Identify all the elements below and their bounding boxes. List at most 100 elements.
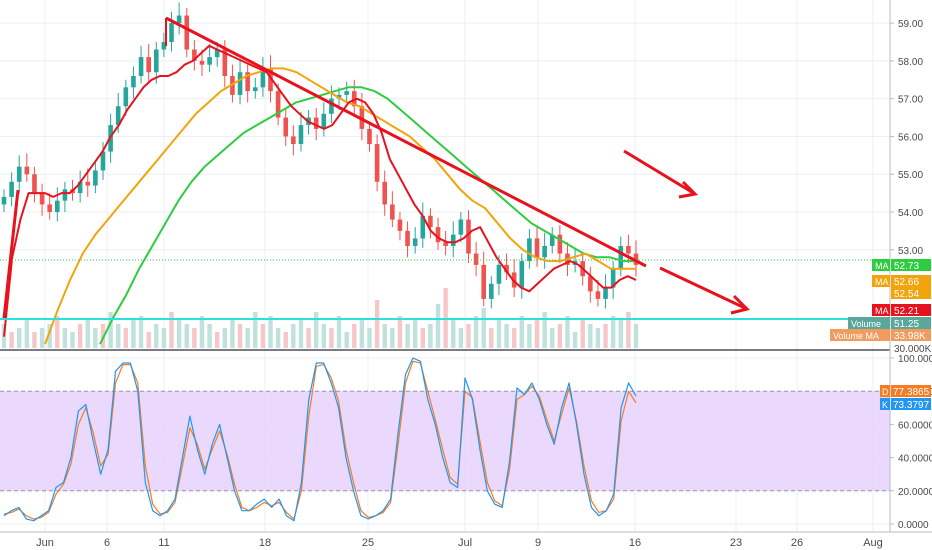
candle-body (610, 268, 616, 288)
price-tick-label: 53.00 (898, 246, 923, 257)
candle-body (450, 234, 456, 246)
stoch-tick-label: 100.0000 (898, 354, 932, 365)
price-tick-label: 59.00 (898, 19, 923, 30)
volume-bar (108, 312, 113, 348)
price-label-tag: MA (875, 261, 889, 271)
volume-bar (466, 324, 471, 348)
volume-bar (93, 328, 98, 348)
stoch-tick-label: 40.0000 (898, 454, 932, 465)
price-tick-label: 58.00 (898, 57, 923, 68)
volume-bar (329, 328, 334, 348)
volume-bar (237, 324, 243, 348)
volume-bar (32, 332, 37, 348)
volume-bar (405, 324, 410, 348)
volume-bar (595, 328, 601, 348)
candle-body (184, 15, 190, 50)
price-label: Volume 51.25 (848, 317, 931, 330)
price-tick-label: 55.00 (898, 170, 923, 181)
candle-body (192, 49, 197, 61)
price-label-value: 33.98K (894, 331, 926, 342)
date-tick-label: Jul (458, 537, 472, 549)
candle-body (626, 246, 631, 254)
candle-body (1, 196, 7, 205)
price-label-value: 52.73 (894, 261, 919, 272)
candle-body (291, 136, 296, 144)
candle-body (458, 219, 464, 235)
date-tick-label: 23 (730, 537, 742, 549)
trend-line-start (2, 189, 20, 319)
volume-bar (550, 328, 555, 348)
candle-body (24, 166, 30, 175)
candle-body (153, 49, 159, 73)
volume-bar (633, 324, 639, 348)
price-label: 30.000K (891, 342, 932, 355)
stoch-label-tag-bg (880, 398, 890, 410)
volume-bar (496, 320, 502, 348)
candle-body (344, 91, 349, 95)
volume-bar (268, 316, 273, 348)
ma-orange-line (44, 67, 636, 345)
candle-body (85, 181, 91, 186)
volume-bar (313, 312, 319, 348)
volume-bar (47, 324, 52, 348)
candle-body (275, 91, 281, 118)
stochastic-band (0, 390, 890, 492)
price-label-value: 30.000K (894, 344, 932, 355)
volume-bar (9, 332, 14, 348)
candle-body (214, 49, 220, 58)
candle-body (131, 76, 136, 88)
stoch-tick-label: 60.0000 (898, 420, 932, 431)
volume-bar (215, 332, 220, 348)
volume-bar (367, 328, 372, 348)
volume-bar (70, 332, 75, 348)
candle-body (237, 72, 243, 95)
stoch-label-tag: K (882, 400, 888, 410)
price-label-tag: MA (875, 277, 889, 287)
volume-bar (603, 324, 608, 348)
volume-bar (359, 320, 365, 348)
volume-bar (580, 320, 585, 348)
volume-bar (24, 320, 30, 348)
candle-body (428, 215, 433, 228)
candle-body (603, 287, 608, 299)
volume-bar (222, 328, 228, 348)
volume-bar (382, 324, 387, 348)
candle-body (557, 234, 563, 254)
candle-body (443, 242, 448, 246)
candle-body (435, 227, 441, 243)
price-label-bg (891, 259, 931, 271)
volume-bar (321, 324, 327, 348)
volume-bar (489, 328, 494, 348)
volume-bar (199, 316, 205, 348)
candle-body (100, 151, 106, 171)
candle-body (62, 189, 68, 201)
date-tick-label: 6 (104, 537, 110, 549)
candle-body (260, 68, 266, 88)
candle-body (367, 128, 372, 144)
ma-red-line (3, 44, 637, 337)
volume-bar (283, 332, 288, 348)
date-tick-label: 26 (791, 537, 803, 549)
candle-body (283, 117, 289, 137)
candle-body (222, 49, 228, 76)
volume-bar (610, 316, 616, 348)
stoch-k-line (3, 357, 637, 522)
candle-body (473, 253, 479, 265)
price-tick-label: 54.00 (898, 208, 923, 219)
price-label: MA 52.73 (872, 259, 931, 272)
candle-body (268, 68, 273, 92)
candle-body (123, 87, 129, 107)
candle-body (138, 57, 144, 76)
candle-body (55, 200, 60, 212)
candle-body (252, 87, 258, 92)
candle-body (390, 204, 395, 220)
candle-body (527, 238, 532, 262)
candle-body (47, 204, 52, 212)
volume-bar (245, 328, 250, 348)
candle-body (405, 230, 410, 246)
candle-body (313, 117, 319, 129)
candle-body (115, 106, 121, 126)
price-label-tag-bg (830, 329, 890, 341)
candle-body (245, 72, 250, 92)
